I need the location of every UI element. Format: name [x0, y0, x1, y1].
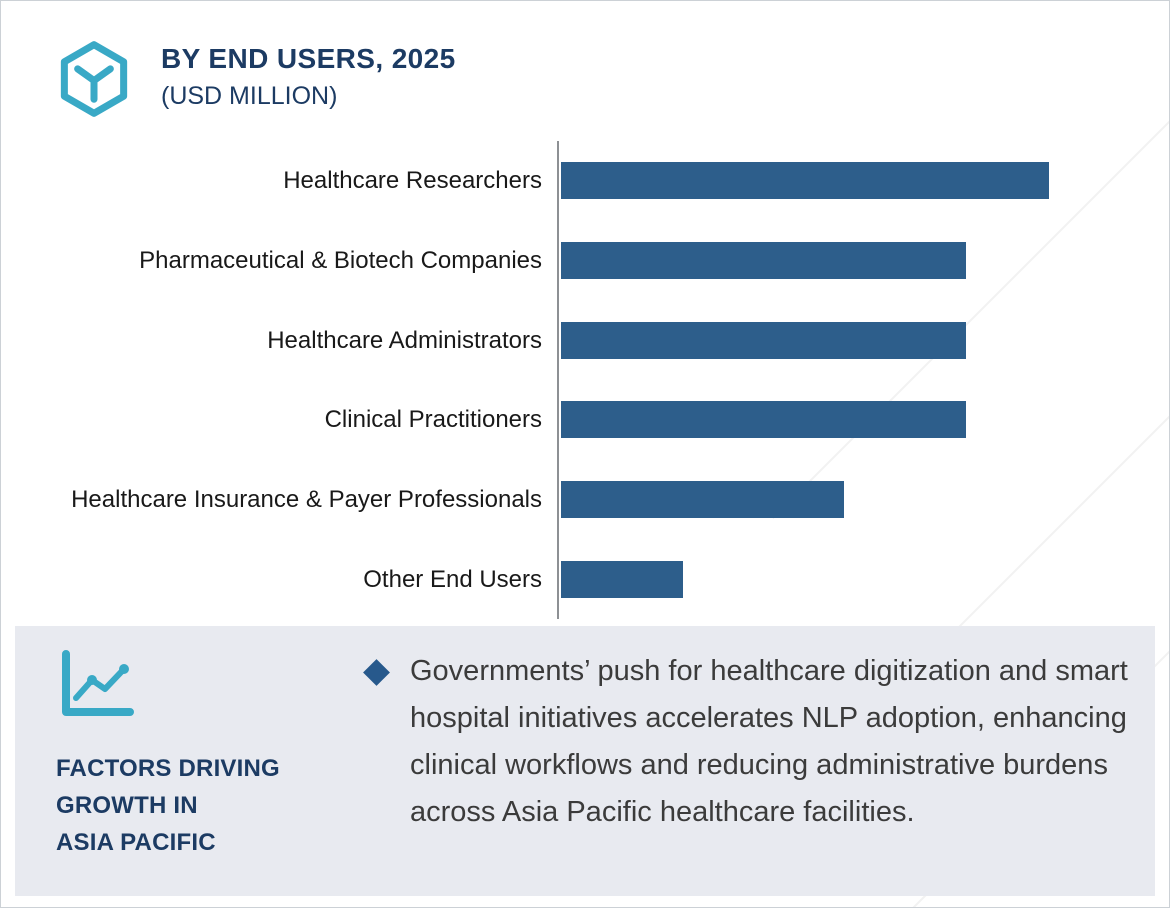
category-label: Healthcare Insurance & Payer Professiona… — [71, 485, 542, 513]
bar-rows: Healthcare Researchers Pharmaceutical & … — [16, 141, 1156, 619]
bar — [561, 481, 845, 519]
factors-panel: FACTORS DRIVING GROWTH IN ASIA PACIFIC G… — [15, 626, 1155, 896]
bar-row: Healthcare Administrators — [16, 300, 1156, 380]
bar-chart: Healthcare Researchers Pharmaceutical & … — [16, 141, 1156, 619]
y-axis-line — [557, 141, 559, 619]
factors-heading-line: FACTORS DRIVING — [56, 755, 280, 782]
bar-row: Clinical Practitioners — [16, 380, 1156, 460]
category-label: Pharmaceutical & Biotech Companies — [139, 246, 542, 274]
factors-heading-line: GROWTH IN — [56, 792, 198, 819]
header: BY END USERS, 2025 (USD MILLION) — [55, 39, 456, 119]
factors-heading-line: ASIA PACIFIC — [56, 829, 216, 856]
category-label: Other End Users — [363, 565, 542, 593]
factors-heading: FACTORS DRIVING GROWTH IN ASIA PACIFIC — [56, 750, 280, 861]
bar-row: Other End Users — [16, 539, 1156, 619]
chart-title: BY END USERS, 2025 — [161, 43, 456, 74]
bar-row: Healthcare Researchers — [16, 141, 1156, 221]
bar-track — [561, 481, 1049, 519]
bar-track — [561, 401, 1049, 439]
bar-track — [561, 242, 1049, 279]
diamond-bullet-icon — [363, 659, 390, 686]
category-label: Healthcare Researchers — [283, 167, 542, 195]
category-label: Healthcare Administrators — [267, 326, 542, 354]
bullet-text: Governments’ push for healthcare digitiz… — [410, 655, 1128, 828]
bar — [561, 162, 1049, 200]
bar-track — [561, 560, 1049, 598]
bar-row: Pharmaceutical & Biotech Companies — [16, 221, 1156, 301]
bar-row: Healthcare Insurance & Payer Professiona… — [16, 460, 1156, 540]
bar — [561, 560, 683, 598]
category-label: Clinical Practitioners — [324, 406, 542, 434]
chart-subtitle: (USD MILLION) — [161, 82, 338, 110]
bar — [561, 321, 967, 359]
bullet-item: Governments’ push for healthcare digitiz… — [363, 648, 1139, 836]
bar — [561, 401, 967, 439]
bar-track — [561, 321, 1049, 359]
hexagon-y-logo-icon — [55, 39, 133, 119]
line-chart-icon — [56, 648, 138, 722]
title-block: BY END USERS, 2025 (USD MILLION) — [161, 39, 456, 111]
bar — [561, 242, 967, 279]
bar-track — [561, 162, 1049, 200]
